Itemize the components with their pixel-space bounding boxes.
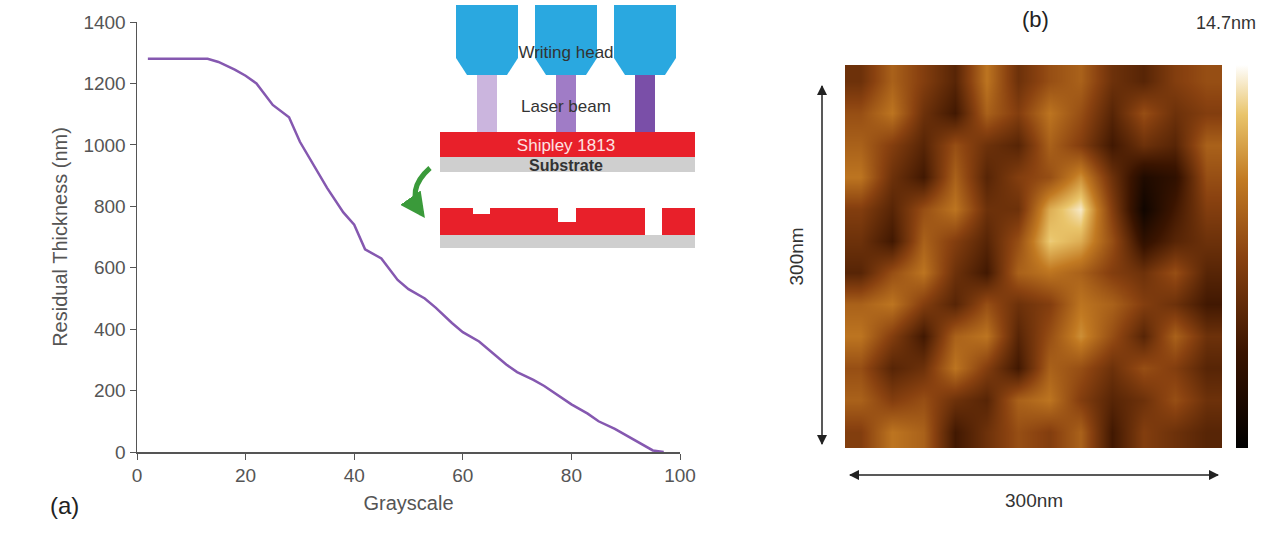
svg-text:Substrate: Substrate <box>529 157 603 174</box>
svg-text:300nm: 300nm <box>786 227 807 285</box>
svg-text:Laser beam: Laser beam <box>521 97 611 116</box>
svg-text:600: 600 <box>94 257 126 278</box>
svg-text:Writing head: Writing head <box>518 43 613 62</box>
svg-text:1000: 1000 <box>83 135 125 156</box>
svg-text:Residual Thickness (nm): Residual Thickness (nm) <box>49 127 71 347</box>
svg-text:200: 200 <box>94 380 126 401</box>
svg-text:1200: 1200 <box>83 73 125 94</box>
svg-text:100: 100 <box>664 465 696 486</box>
svg-text:60: 60 <box>452 465 473 486</box>
svg-text:80: 80 <box>561 465 582 486</box>
svg-text:14.7nm: 14.7nm <box>1196 13 1256 33</box>
svg-text:20: 20 <box>235 465 256 486</box>
svg-text:400: 400 <box>94 319 126 340</box>
svg-text:1400: 1400 <box>83 12 125 33</box>
svg-text:40: 40 <box>344 465 365 486</box>
svg-text:Shipley 1813: Shipley 1813 <box>517 136 615 155</box>
svg-text:800: 800 <box>94 196 126 217</box>
svg-text:0: 0 <box>115 442 126 463</box>
svg-text:Grayscale: Grayscale <box>363 492 453 514</box>
svg-text:0: 0 <box>132 465 143 486</box>
svg-text:(b): (b) <box>1022 7 1049 32</box>
svg-text:(a): (a) <box>50 492 79 519</box>
svg-text:300nm: 300nm <box>1005 490 1063 511</box>
